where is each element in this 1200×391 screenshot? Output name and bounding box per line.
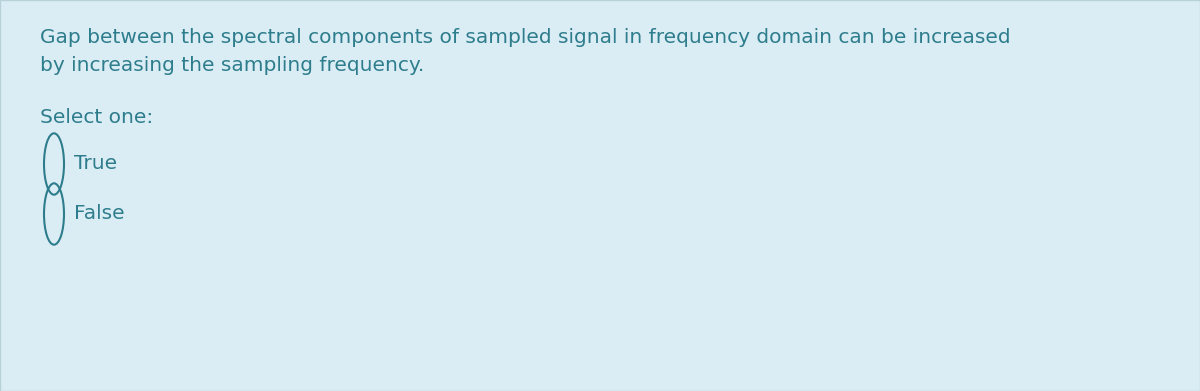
Text: Select one:: Select one:: [40, 108, 154, 127]
Text: False: False: [74, 204, 125, 223]
Text: True: True: [74, 154, 118, 173]
Text: Gap between the spectral components of sampled signal in frequency domain can be: Gap between the spectral components of s…: [40, 28, 1010, 47]
Text: by increasing the sampling frequency.: by increasing the sampling frequency.: [40, 56, 425, 75]
